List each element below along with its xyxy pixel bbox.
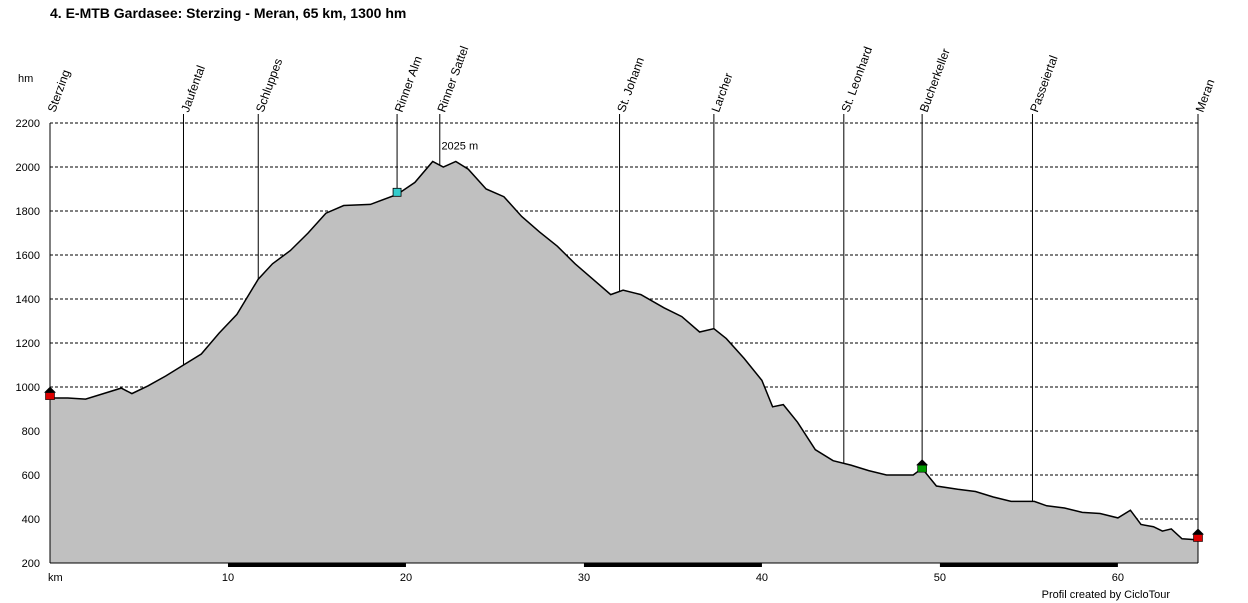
markers: [44, 187, 1204, 542]
waypoint-label: Schluppes: [253, 57, 285, 114]
km-bar-segment: [939, 563, 1118, 567]
credit-text: Profil created by CicloTour: [1041, 589, 1170, 601]
waypoint-label: Rinner Sattel: [434, 44, 471, 114]
house-body: [917, 464, 927, 473]
y-tick-label: 1000: [16, 382, 40, 394]
x-axis-label: km: [48, 572, 63, 584]
x-tick-label: 60: [1112, 572, 1124, 584]
y-axis-label: hm: [18, 73, 33, 85]
y-tick-label: 1400: [16, 294, 40, 306]
chart-title: 4. E-MTB Gardasee: Sterzing - Meran, 65 …: [50, 5, 407, 21]
waypoint-label: Larcher: [709, 71, 736, 114]
house-body: [45, 392, 55, 400]
waypoint-label: St. Johann: [614, 55, 647, 114]
waypoint-label: Bucherkeller: [917, 47, 953, 114]
x-tick-label: 30: [578, 572, 590, 584]
house-roof: [44, 386, 56, 393]
max-elevation-label: 2025 m: [441, 141, 478, 153]
y-tick-label: 1600: [16, 250, 40, 262]
house-red-icon: [1192, 528, 1204, 542]
house-roof: [916, 459, 929, 466]
y-tick-label: 200: [22, 558, 40, 570]
y-tick-label: 2200: [16, 118, 40, 130]
waypoint-label: Sterzing: [45, 68, 73, 114]
waypoint-label: Meran: [1193, 77, 1218, 114]
elevation-fill: [50, 161, 1198, 563]
x-tick-label: 50: [934, 572, 946, 584]
km-bar-segment: [227, 563, 406, 567]
hut-icon: [392, 187, 402, 197]
elevation-line: [50, 160, 1199, 541]
house-roof: [1192, 528, 1204, 535]
house-body: [1193, 534, 1203, 542]
waypoint-label: Rinner Alm: [392, 54, 425, 114]
y-tick-label: 1200: [16, 338, 40, 350]
y-tick-label: 2000: [16, 162, 40, 174]
y-tick-label: 800: [22, 426, 40, 438]
house-green-icon: [916, 459, 929, 473]
y-tick-label: 1800: [16, 206, 40, 218]
y-tick-label: 400: [22, 514, 40, 526]
km-bar-segment: [583, 563, 762, 567]
x-tick-label: 40: [756, 572, 768, 584]
y-tick-label: 600: [22, 470, 40, 482]
axes: 200 400 600 800 1000 1200 1400 1600 1800 2000 2200…: [16, 118, 1199, 584]
waypoint-label: St. Leonhard: [838, 45, 875, 114]
house-red-icon: [44, 386, 56, 400]
waypoint-label: Passeiertal: [1027, 53, 1060, 114]
waypoint-label: Jaufental: [178, 63, 208, 114]
x-tick-label: 20: [400, 572, 412, 584]
elevation-area: [50, 160, 1199, 563]
x-tick-label: 10: [222, 572, 234, 584]
